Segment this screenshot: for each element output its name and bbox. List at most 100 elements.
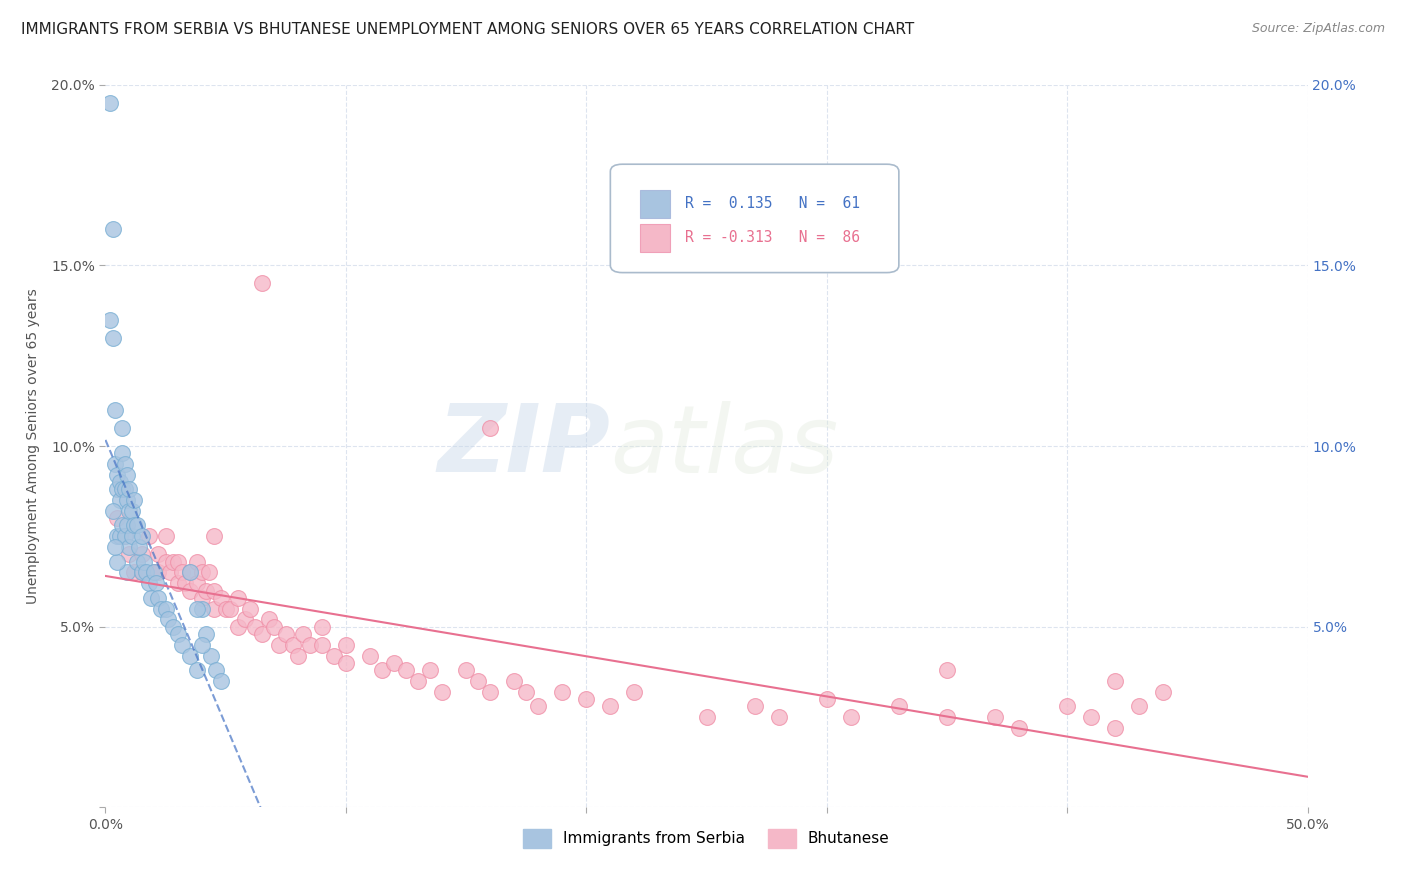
Point	[115, 518, 138, 533]
Point	[257, 612, 280, 626]
Point	[135, 566, 157, 580]
Point	[162, 619, 184, 633]
Point	[125, 518, 148, 533]
Point	[551, 684, 574, 698]
Text: atlas: atlas	[610, 401, 838, 491]
Point	[190, 591, 212, 605]
Point	[186, 601, 208, 615]
Point	[263, 619, 285, 633]
Point	[274, 627, 297, 641]
Point	[118, 483, 141, 497]
Point	[128, 540, 150, 554]
Point	[815, 692, 838, 706]
Point	[186, 555, 208, 569]
Point	[162, 555, 184, 569]
Point	[335, 656, 357, 670]
Point	[111, 446, 134, 460]
Point	[111, 421, 134, 435]
Point	[148, 591, 170, 605]
Point	[114, 457, 136, 471]
Point	[839, 710, 862, 724]
Point	[202, 529, 225, 543]
Point	[430, 684, 453, 698]
Point	[467, 673, 489, 688]
Point	[250, 627, 273, 641]
Point	[104, 540, 127, 554]
Point	[195, 583, 218, 598]
Point	[267, 638, 290, 652]
Point	[124, 566, 146, 580]
Point	[179, 583, 201, 598]
Point	[156, 612, 179, 626]
Point	[101, 222, 124, 236]
Point	[142, 566, 165, 580]
Point	[190, 566, 212, 580]
Point	[166, 555, 188, 569]
Point	[121, 529, 143, 543]
Point	[250, 277, 273, 291]
Point	[395, 663, 418, 677]
Point	[115, 467, 138, 482]
Point	[195, 627, 218, 641]
Point	[382, 656, 405, 670]
Point	[371, 663, 394, 677]
Point	[186, 663, 208, 677]
Point	[111, 518, 134, 533]
Point	[98, 312, 121, 326]
Point	[145, 576, 167, 591]
Point	[239, 601, 262, 615]
Point	[936, 710, 959, 724]
Point	[205, 663, 228, 677]
Point	[155, 601, 177, 615]
Point	[1080, 710, 1102, 724]
Point	[696, 710, 718, 724]
Point	[101, 331, 124, 345]
Point	[142, 566, 165, 580]
Point	[173, 576, 195, 591]
Point	[768, 710, 790, 724]
Point	[138, 576, 160, 591]
Point	[599, 699, 621, 714]
Point	[887, 699, 910, 714]
Point	[104, 457, 127, 471]
Point	[226, 591, 249, 605]
Text: R = -0.313   N =  86: R = -0.313 N = 86	[685, 230, 860, 245]
Point	[406, 673, 429, 688]
Point	[124, 518, 146, 533]
Point	[419, 663, 441, 677]
Point	[172, 638, 194, 652]
Point	[166, 627, 188, 641]
Point	[131, 566, 153, 580]
Point	[744, 699, 766, 714]
Point	[291, 627, 314, 641]
Point	[479, 421, 502, 435]
Point	[166, 576, 188, 591]
Point	[186, 576, 208, 591]
Point	[281, 638, 304, 652]
Point	[623, 684, 645, 698]
Point	[311, 619, 333, 633]
Point	[132, 555, 155, 569]
Point	[527, 699, 550, 714]
Point	[298, 638, 321, 652]
Point	[131, 548, 153, 562]
Point	[209, 673, 232, 688]
Point	[115, 493, 138, 508]
Point	[287, 648, 309, 663]
Point	[108, 529, 131, 543]
Point	[219, 601, 242, 615]
Point	[200, 648, 222, 663]
Point	[111, 483, 134, 497]
Point	[101, 504, 124, 518]
Point	[131, 566, 153, 580]
Point	[107, 483, 129, 497]
Point	[214, 601, 236, 615]
Point	[190, 638, 212, 652]
Y-axis label: Unemployment Among Seniors over 65 years: Unemployment Among Seniors over 65 years	[27, 288, 39, 604]
Point	[118, 548, 141, 562]
Point	[1008, 721, 1031, 735]
Point	[198, 566, 221, 580]
Point	[138, 529, 160, 543]
Text: ZIP: ZIP	[437, 400, 610, 492]
Point	[139, 591, 162, 605]
